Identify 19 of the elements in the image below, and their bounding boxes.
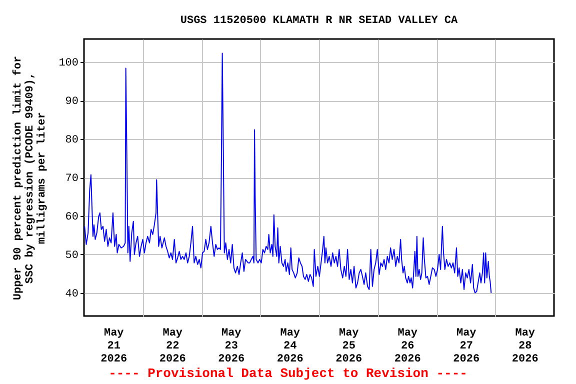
text: ---- Provisional Data Subject to Revision ---- <box>108 366 468 381</box>
y-tick-label: 100 <box>58 58 78 70</box>
y-tick-label: 80 <box>65 134 78 147</box>
y-tick-label: 60 <box>65 211 78 224</box>
x-tick-label: May 26 2026 <box>394 328 421 366</box>
y-tick-label: 70 <box>65 173 78 185</box>
x-tick-label: May 28 2026 <box>512 328 538 366</box>
x-tick-label: May 25 2026 <box>336 328 362 366</box>
line-series <box>84 52 492 294</box>
y-tick-label: 90 <box>65 96 78 108</box>
x-tick-label: May 27 2026 <box>453 328 480 366</box>
x-tick-label: May 21 2026 <box>100 328 128 366</box>
chart-title: USGS 11520500 KLAMATH R NR SEIAD VALLEY CA <box>180 15 458 27</box>
x-tick-label: May 22 2026 <box>159 328 186 366</box>
y-tick-label: 40 <box>65 288 78 300</box>
y-tick-label: 50 <box>65 250 78 262</box>
x-tick-label: May 23 2026 <box>218 328 245 366</box>
x-tick-label: May 24 2026 <box>276 328 304 366</box>
y-axis-title: Upper 90 percent prediction limit for SSC by regression (PCODE 99409), milligrams per liter <box>12 56 49 300</box>
